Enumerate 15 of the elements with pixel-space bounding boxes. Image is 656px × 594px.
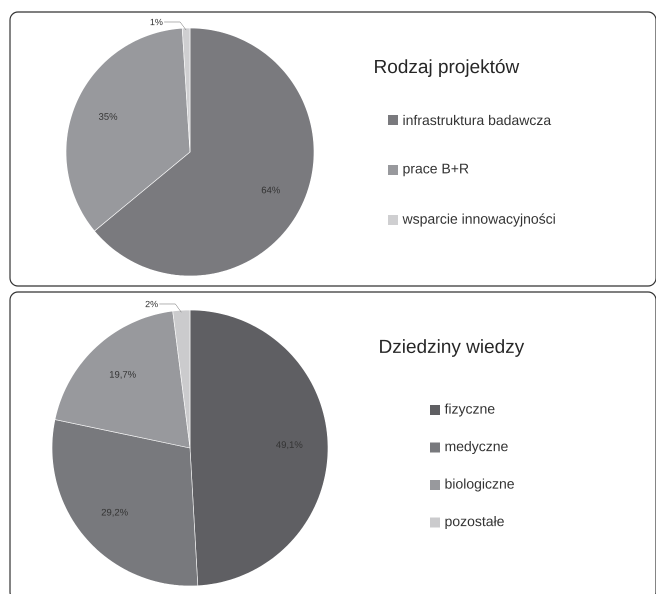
text: Dziedziny wiedzy xyxy=(380,339,524,357)
legend-label: biologiczne xyxy=(445,478,514,492)
legend-label: prace B+R xyxy=(403,164,468,176)
legend-label: infrastruktura badawcza xyxy=(403,114,552,126)
data-label: 29,2% xyxy=(102,508,128,517)
data-label: 1% xyxy=(150,18,163,26)
legend-label: pozostałe xyxy=(445,516,504,530)
text: Rodzaj projektów xyxy=(375,59,520,77)
legend-label: wsparcie innowacyjności xyxy=(402,213,555,227)
data-label: 19,7% xyxy=(110,370,136,379)
data-label: 2% xyxy=(146,300,158,308)
legend-label: medyczne xyxy=(445,440,508,454)
data-label: 35% xyxy=(98,113,118,120)
data-label: 64% xyxy=(262,186,280,194)
legend-label: fizyczne xyxy=(444,403,494,417)
